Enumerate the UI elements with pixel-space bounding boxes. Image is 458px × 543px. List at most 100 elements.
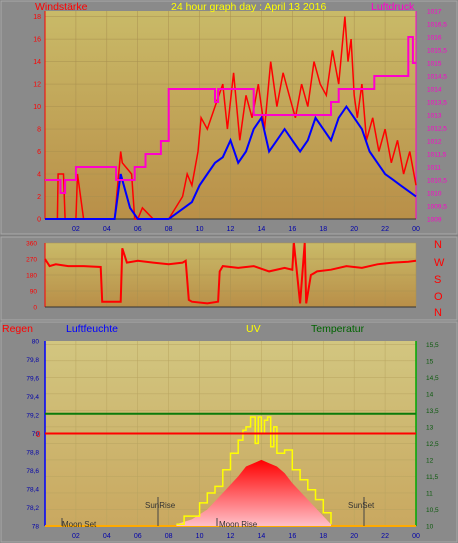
- pressure-y-tick-label: 1011: [427, 165, 441, 172]
- uv-label: UV: [246, 323, 261, 335]
- pressure-line: [45, 36, 416, 194]
- wind-y-tick-label: 10: [33, 104, 41, 111]
- wind-x-tick-label: 00: [412, 226, 420, 233]
- uv-x-tick-label: 00: [412, 533, 420, 540]
- humidity-y-tick-label: 80: [32, 339, 40, 346]
- uv-x-tick-label: 08: [165, 533, 173, 540]
- wind-y-tick-label: 2: [37, 194, 41, 201]
- direction-y-tick-label: 360: [26, 241, 37, 248]
- humidity-y-tick-label: 78,4: [26, 487, 39, 494]
- uv-area: [176, 459, 331, 526]
- compass-n-bottom: N: [434, 307, 442, 319]
- humidity-y-tick-label: 79,2: [26, 413, 39, 420]
- uv-line: [176, 416, 332, 526]
- sunset-label: SunSet: [348, 501, 375, 510]
- wind-gust-line: [45, 16, 417, 220]
- wind-x-tick-label: 04: [103, 226, 111, 233]
- compass-o: O: [434, 291, 443, 303]
- uv-x-tick-label: 22: [381, 533, 389, 540]
- pressure-y-tick-label: 1009,5: [427, 204, 447, 211]
- pressure-y-tick-label: 1013: [427, 113, 442, 120]
- compass-w: W: [434, 257, 445, 269]
- pressure-y-tick-label: 1010,5: [427, 178, 447, 185]
- humidity-y-tick-label: 79,4: [26, 394, 39, 401]
- pressure-y-tick-label: 1016,5: [427, 22, 447, 29]
- direction-y-tick-label: 180: [26, 273, 37, 280]
- moon-set-label: Moon Set: [62, 520, 97, 529]
- uv-x-tick-label: 06: [134, 533, 142, 540]
- temperature-y-tick-label: 15,5: [426, 342, 439, 349]
- wind-x-tick-label: 12: [227, 226, 235, 233]
- wind-average-line: [45, 104, 417, 220]
- regen-label: Regen: [2, 323, 33, 335]
- wind-axis-title: Windstärke: [35, 1, 88, 13]
- temperature-y-tick-label: 14: [426, 391, 434, 398]
- wind-x-tick-label: 14: [258, 226, 266, 233]
- humidity-y-tick-label: 79,8: [26, 357, 39, 364]
- humidity-y-tick-label: 78,6: [26, 468, 39, 475]
- moon-rise-label: Moon Rise: [219, 520, 258, 529]
- pressure-y-tick-label: 1017: [427, 9, 442, 16]
- pressure-y-tick-label: 1009: [427, 217, 442, 224]
- uv-x-tick-label: 16: [288, 533, 296, 540]
- pressure-axis-title: Luftdruck: [371, 1, 415, 13]
- wind-y-tick-label: 14: [33, 59, 41, 66]
- wind-y-tick-label: 4: [37, 172, 41, 179]
- humidity-y-tick-label: 79: [32, 431, 40, 438]
- pressure-y-tick-label: 1015,5: [427, 48, 447, 55]
- uv-x-tick-label: 04: [103, 533, 111, 540]
- humidity-y-tick-label: 79,6: [26, 376, 39, 383]
- rain-zero-label: 0: [36, 430, 41, 439]
- uv-x-tick-label: 20: [350, 533, 358, 540]
- uv-x-tick-label: 14: [258, 533, 266, 540]
- pressure-y-tick-label: 1016: [427, 35, 442, 42]
- direction-y-tick-label: 0: [33, 305, 37, 312]
- luftfeuchte-label: Luftfeuchte: [66, 323, 118, 335]
- chart-title: 24 hour graph day : April 13 2016: [171, 1, 326, 13]
- uv-x-tick-label: 02: [72, 533, 80, 540]
- humidity-y-tick-label: 78,2: [26, 505, 39, 512]
- temperature-y-tick-label: 11,5: [426, 474, 439, 481]
- wind-x-tick-label: 10: [196, 226, 204, 233]
- temperature-y-tick-label: 14,5: [426, 375, 439, 382]
- pressure-y-tick-label: 1014,5: [427, 74, 447, 81]
- pressure-y-tick-label: 1010: [427, 191, 442, 198]
- temperature-y-tick-label: 13: [426, 424, 434, 431]
- pressure-y-tick-label: 1012,5: [427, 126, 447, 133]
- wind-y-tick-label: 18: [33, 14, 41, 21]
- uv-x-tick-label: 18: [319, 533, 327, 540]
- temperature-y-tick-label: 13,5: [426, 408, 439, 415]
- direction-y-tick-label: 270: [26, 257, 37, 264]
- compass-n-top: N: [434, 239, 442, 251]
- wind-y-tick-label: 12: [33, 82, 41, 89]
- wind-y-tick-label: 16: [33, 37, 41, 44]
- wind-x-tick-label: 02: [72, 226, 80, 233]
- temperature-y-tick-label: 15: [426, 358, 434, 365]
- pressure-y-tick-label: 1014: [427, 87, 442, 94]
- direction-y-tick-label: 90: [30, 289, 38, 296]
- wind-direction-line: [44, 242, 417, 305]
- pressure-y-tick-label: 1012: [427, 139, 442, 146]
- uv-x-tick-label: 12: [227, 533, 235, 540]
- wind-x-tick-label: 08: [165, 226, 173, 233]
- wind-x-tick-label: 06: [134, 226, 142, 233]
- wind-y-tick-label: 6: [37, 149, 41, 156]
- wind-x-tick-label: 20: [350, 226, 358, 233]
- temperature-y-tick-label: 11: [426, 490, 433, 497]
- temperature-y-tick-label: 12: [426, 457, 434, 464]
- wind-x-tick-label: 18: [319, 226, 327, 233]
- pressure-y-tick-label: 1013,5: [427, 100, 447, 107]
- temperature-y-tick-label: 10,5: [426, 507, 439, 514]
- temperature-y-tick-label: 10: [426, 524, 434, 531]
- wind-y-tick-label: 0: [37, 217, 41, 224]
- pressure-y-tick-label: 1011,5: [427, 152, 447, 159]
- wind-x-tick-label: 16: [288, 226, 296, 233]
- uv-x-tick-label: 10: [196, 533, 204, 540]
- wind-x-tick-label: 22: [381, 226, 389, 233]
- sunrise-label: SunRise: [145, 501, 176, 510]
- humidity-y-tick-label: 78,8: [26, 450, 39, 457]
- pressure-y-tick-label: 1015: [427, 61, 442, 68]
- compass-s: S: [434, 274, 441, 286]
